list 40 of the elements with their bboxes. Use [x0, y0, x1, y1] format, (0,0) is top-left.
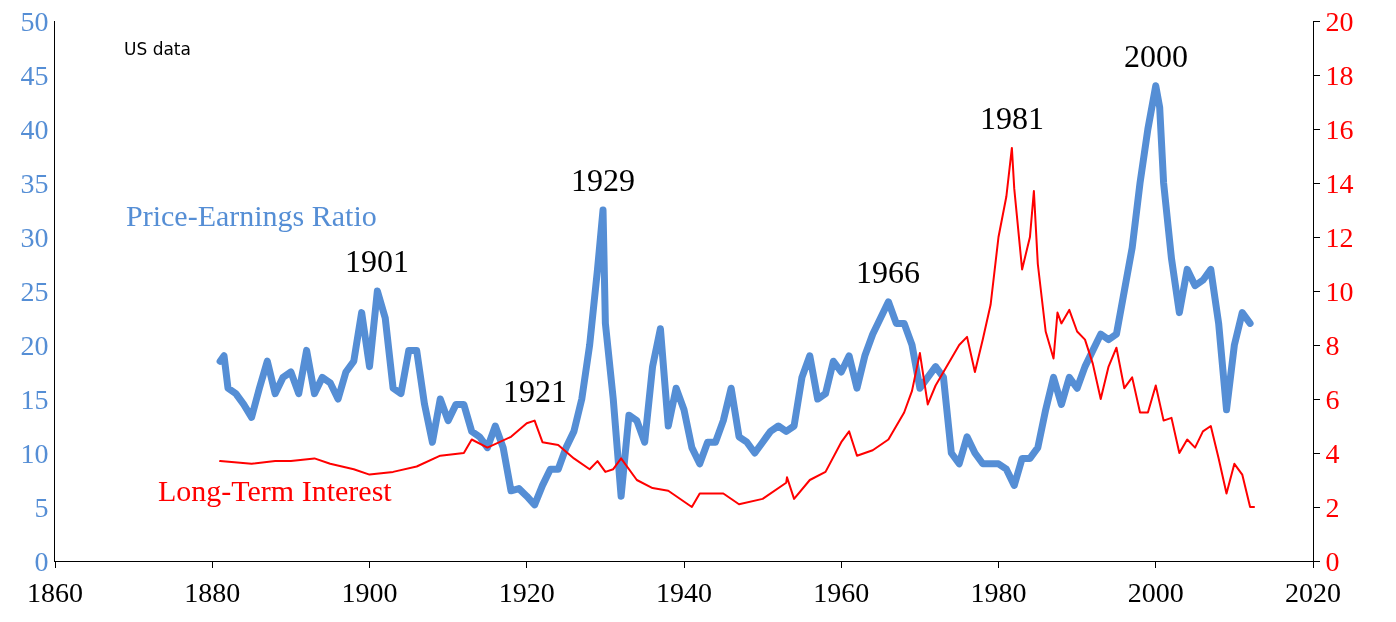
x-tick-label: 1920: [498, 576, 555, 608]
y2-tick-label: 16: [1325, 113, 1354, 145]
annotation: 1921: [503, 373, 567, 409]
y2-tick-label: 4: [1325, 437, 1340, 469]
y-tick-label: 45: [20, 59, 49, 91]
y2-tick-label: 12: [1325, 221, 1354, 253]
x-tick-label: 2020: [1285, 576, 1341, 608]
x-tick-label: 1880: [184, 576, 241, 608]
y-tick-label: 35: [20, 167, 49, 199]
series-label: Price-Earnings Ratio: [126, 199, 377, 232]
y-tick-label: 15: [20, 383, 49, 415]
y-tick-label: 50: [20, 5, 49, 37]
y-tick-label: 30: [20, 221, 49, 253]
y2-tick-label: 14: [1325, 167, 1354, 199]
y-tick-label: 10: [20, 437, 49, 469]
annotation: 2000: [1124, 38, 1188, 74]
x-tick-label: 1980: [970, 576, 1027, 608]
y2-tick-label: 10: [1325, 275, 1354, 307]
series-label: Long-Term Interest: [158, 474, 393, 507]
annotation: 1966: [856, 254, 920, 290]
y2-tick-label: 0: [1325, 545, 1340, 577]
annotation: US data: [124, 39, 191, 59]
y2-tick-label: 2: [1325, 491, 1340, 523]
y-tick-label: 5: [34, 491, 49, 523]
annotation: 1901: [345, 243, 409, 279]
annotation: 1929: [571, 162, 635, 198]
x-tick-label: 1900: [341, 576, 398, 608]
y2-tick-label: 18: [1325, 59, 1354, 91]
x-tick-label: 2000: [1127, 576, 1184, 608]
y-tick-label: 25: [20, 275, 49, 307]
y2-tick-label: 20: [1325, 5, 1354, 37]
y2-tick-label: 8: [1325, 329, 1340, 361]
y-tick-label: 20: [20, 329, 49, 361]
y2-tick-label: 6: [1325, 383, 1340, 415]
y-tick-label: 40: [20, 113, 49, 145]
x-tick-label: 1940: [656, 576, 712, 608]
annotation: 1981: [980, 100, 1044, 136]
x-tick-label: 1860: [27, 576, 83, 608]
x-tick-label: 1960: [813, 576, 870, 608]
y-tick-label: 0: [34, 545, 49, 577]
